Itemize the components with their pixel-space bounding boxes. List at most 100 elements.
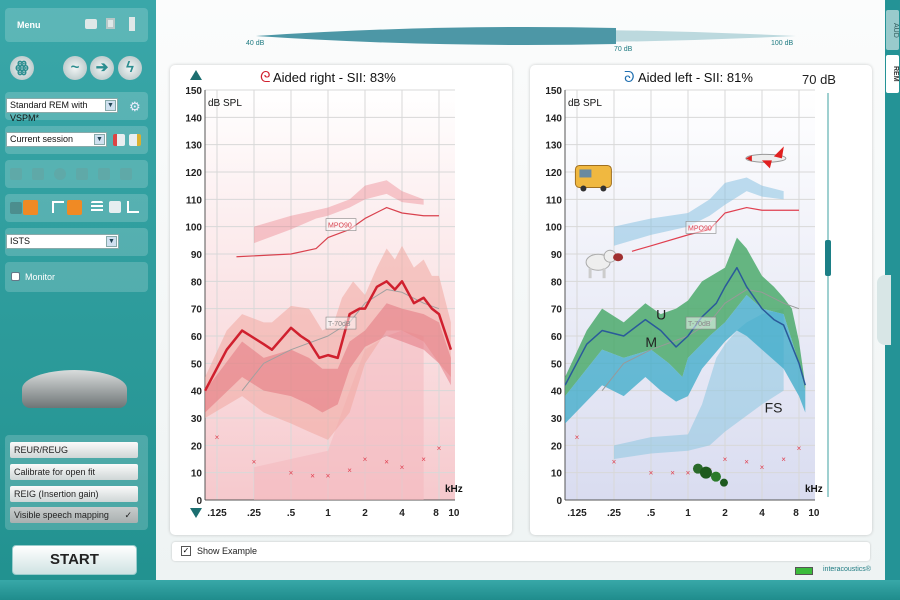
table-icon[interactable] — [91, 201, 103, 213]
show-example-label: Show Example — [197, 546, 258, 556]
mode-button-label: Calibrate for open fit — [14, 467, 96, 477]
y-tick-label: 150 — [185, 86, 202, 97]
threshold-marker: × — [437, 444, 442, 453]
graph-lower-icon[interactable] — [67, 200, 82, 215]
bottom-bar — [0, 580, 900, 600]
threshold-marker: × — [326, 471, 331, 480]
threshold-marker: × — [686, 469, 691, 478]
threshold-marker: × — [612, 458, 617, 467]
monitor-checkbox[interactable] — [11, 272, 20, 281]
y-tick-label: 10 — [191, 469, 203, 480]
threshold-marker: × — [744, 458, 749, 467]
y-tick-label: 110 — [186, 195, 203, 206]
level-slider-handle[interactable] — [825, 240, 831, 276]
document-icon[interactable] — [32, 168, 44, 180]
level-current-label: 70 dB — [614, 46, 633, 53]
x-tick-label: 2 — [362, 508, 368, 519]
lightning-icon[interactable]: ϟ — [118, 56, 142, 80]
y-tick-label: 0 — [556, 496, 562, 507]
dual-view-icon[interactable] — [23, 200, 38, 215]
chevron-down-icon: ▼ — [94, 134, 105, 145]
menu-button[interactable]: Menu — [17, 20, 41, 30]
scroll-up-arrow-icon[interactable] — [190, 70, 202, 80]
dog-icon — [585, 249, 624, 279]
graph-upper-icon[interactable] — [52, 201, 64, 213]
scroll-down-arrow-icon[interactable] — [190, 508, 202, 518]
y-tick-label: 10 — [551, 469, 563, 480]
export-session-icon[interactable] — [129, 134, 141, 146]
tab-aud[interactable]: AUD — [886, 10, 899, 50]
threshold-marker: × — [384, 458, 389, 467]
chevron-down-icon: ▼ — [105, 100, 116, 111]
ear-icon[interactable] — [10, 168, 22, 180]
mode-button-calibrate[interactable]: Calibrate for open fit — [10, 464, 138, 480]
menu-panel: Menu — [5, 8, 148, 42]
chart-right-ear: 0102030405060708090100110120130140150.12… — [185, 86, 462, 519]
line-aided-response — [564, 266, 807, 386]
curve-tag-box — [325, 218, 357, 231]
start-button[interactable]: START — [12, 545, 137, 575]
globe-icon[interactable] — [54, 168, 66, 180]
curve-tag: MPO90 — [328, 223, 352, 230]
show-example-checkbox[interactable]: ✓ — [181, 546, 191, 556]
chart-panel-right-ear: 0 10 20 30 40 50 60 70 80 90 100 110 120 130 140 150.12… — [170, 65, 512, 535]
save-icon[interactable] — [106, 18, 115, 29]
tab-rem[interactable]: REM — [886, 55, 899, 93]
level-bar-shape — [256, 27, 796, 45]
y-tick-label: 40 — [191, 387, 203, 398]
protocol-select[interactable]: Standard REM with VSPM* ▼ — [6, 98, 118, 123]
y-tick-label: 70 — [551, 305, 563, 316]
mode-button-speech-mapping[interactable]: Visible speech mapping ✓ — [10, 507, 138, 523]
airplane-icon — [745, 146, 787, 169]
y-axis-label: dB SPL — [208, 98, 242, 109]
y-tick-label: 130 — [185, 141, 202, 152]
mode-button-reur[interactable]: REUR/REUG — [10, 442, 138, 458]
mode-button-reig[interactable]: REIG (Insertion gain) — [10, 486, 138, 502]
right-tab-strip: AUD REM — [877, 0, 900, 580]
signal-select-value: ISTS — [10, 236, 31, 246]
x-tick-label: 8 — [793, 508, 799, 519]
settings-gear-icon[interactable]: ⚙ — [129, 99, 141, 114]
exit-icon[interactable] — [129, 17, 135, 31]
printer-icon[interactable] — [85, 19, 97, 29]
threshold-marker: × — [781, 455, 786, 464]
signal-select[interactable]: ISTS ▼ — [6, 234, 119, 249]
chart-left-ear: 0102030405060708090100110120130140150.12… — [545, 86, 822, 519]
threshold-marker: × — [310, 471, 315, 480]
y-tick-label: 20 — [191, 441, 203, 452]
arrow-right-icon[interactable]: ➔ — [90, 56, 114, 80]
line-t-70db — [601, 289, 800, 391]
y-tick-label: 0 — [196, 496, 202, 507]
balance-icon[interactable] — [120, 168, 132, 180]
side-panel-toggle[interactable] — [877, 275, 891, 345]
curve-icon[interactable]: ~ — [63, 56, 87, 80]
y-tick-label: 80 — [551, 277, 563, 288]
y-tick-label: 30 — [551, 414, 563, 425]
probe-icon[interactable] — [76, 168, 88, 180]
import-session-icon[interactable] — [113, 134, 125, 146]
session-panel: Current session ▼ — [5, 126, 148, 154]
level-slider-track[interactable] — [827, 93, 829, 497]
app-logo-icon: ꙮ — [10, 56, 34, 80]
single-view-icon[interactable] — [10, 202, 22, 214]
line-mpo90 — [631, 206, 799, 252]
chevron-down-icon: ▼ — [106, 236, 117, 247]
session-select-value: Current session — [10, 134, 74, 144]
x-tick-label: .125 — [567, 508, 587, 519]
ear-right-icon: ᘓ — [260, 69, 271, 86]
fs-band — [614, 308, 784, 459]
sidebar: Menu ꙮ ~ ➔ ϟ Standard REM with VSPM* ▼ ⚙ … — [0, 0, 156, 600]
tag-icon[interactable] — [109, 201, 121, 213]
x-tick-label: .25 — [607, 508, 621, 519]
copy-icon[interactable] — [98, 168, 110, 180]
axes-icon[interactable] — [127, 201, 139, 213]
speech-label: M — [645, 334, 657, 350]
curve-tag: MPO90 — [688, 225, 712, 232]
level-max-label: 100 dB — [771, 40, 794, 47]
y-tick-label: 120 — [545, 168, 562, 179]
session-select[interactable]: Current session ▼ — [6, 132, 107, 147]
curve-tag-box — [685, 221, 717, 234]
level-bar[interactable] — [256, 27, 796, 45]
x-tick-label: 1 — [325, 508, 331, 519]
line-t-70db — [241, 289, 440, 391]
